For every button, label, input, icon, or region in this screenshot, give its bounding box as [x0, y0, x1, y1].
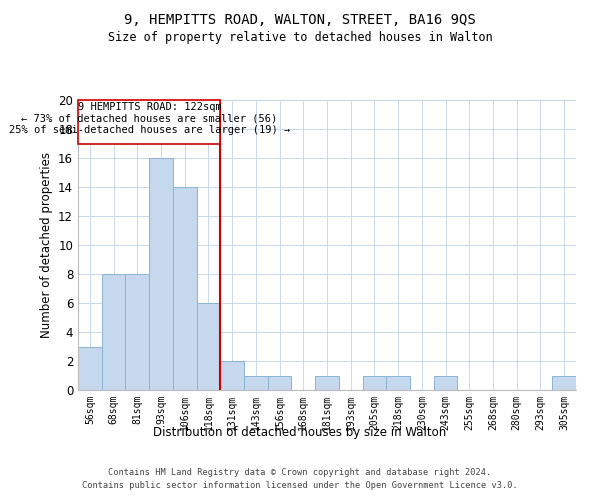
- Bar: [102, 274, 125, 390]
- Text: Distribution of detached houses by size in Walton: Distribution of detached houses by size …: [154, 426, 446, 439]
- Bar: [78, 346, 102, 390]
- Text: Size of property relative to detached houses in Walton: Size of property relative to detached ho…: [107, 31, 493, 44]
- Bar: [434, 376, 457, 390]
- Text: Contains HM Land Registry data © Crown copyright and database right 2024.: Contains HM Land Registry data © Crown c…: [109, 468, 491, 477]
- Text: 9, HEMPITTS ROAD, WALTON, STREET, BA16 9QS: 9, HEMPITTS ROAD, WALTON, STREET, BA16 9…: [124, 12, 476, 26]
- Y-axis label: Number of detached properties: Number of detached properties: [40, 152, 53, 338]
- Bar: [552, 376, 576, 390]
- Text: 25% of semi-detached houses are larger (19) →: 25% of semi-detached houses are larger (…: [9, 124, 290, 134]
- Bar: [244, 376, 268, 390]
- Bar: [386, 376, 410, 390]
- Bar: [197, 303, 220, 390]
- Bar: [125, 274, 149, 390]
- Bar: [220, 361, 244, 390]
- Bar: [149, 158, 173, 390]
- Bar: [315, 376, 339, 390]
- Text: ← 73% of detached houses are smaller (56): ← 73% of detached houses are smaller (56…: [21, 113, 278, 123]
- Text: Contains public sector information licensed under the Open Government Licence v3: Contains public sector information licen…: [82, 482, 518, 490]
- Bar: [173, 187, 197, 390]
- Bar: [362, 376, 386, 390]
- Text: 9 HEMPITTS ROAD: 122sqm: 9 HEMPITTS ROAD: 122sqm: [77, 102, 221, 112]
- FancyBboxPatch shape: [79, 100, 220, 144]
- Bar: [268, 376, 292, 390]
